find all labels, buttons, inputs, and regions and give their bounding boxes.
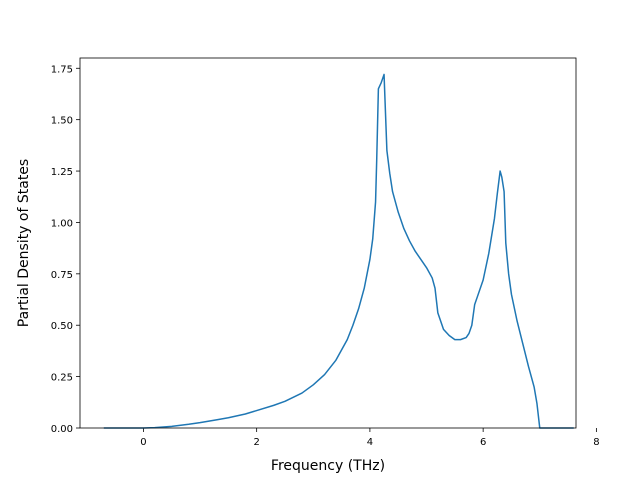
ticks-layer: 0 2 4 6 8 0.00 0.25 0.50 0.75 1.00 1.25 1.50 1.75	[51, 64, 600, 448]
x-tick-label: 6	[480, 437, 486, 448]
y-tick-label: 1.50	[51, 116, 73, 127]
y-axis-label: Partial Density of States	[16, 159, 32, 327]
y-tick-label: 0.25	[51, 373, 73, 384]
y-tick-label: 1.25	[51, 167, 73, 178]
y-tick-label: 1.75	[51, 64, 73, 75]
x-tick-label: 8	[593, 437, 599, 448]
y-tick-label: 0.75	[51, 270, 73, 281]
x-axis-label: Frequency (THz)	[271, 458, 385, 474]
y-tick-label: 0.00	[51, 424, 73, 435]
y-tick-label: 0.50	[51, 321, 73, 332]
y-tick-label: 1.00	[51, 218, 73, 229]
plot-frame	[79, 57, 577, 429]
x-tick-label: 2	[253, 437, 259, 448]
series-line-pdos	[103, 73, 574, 429]
x-tick-label: 0	[140, 437, 146, 448]
x-tick-label: 4	[367, 437, 373, 448]
